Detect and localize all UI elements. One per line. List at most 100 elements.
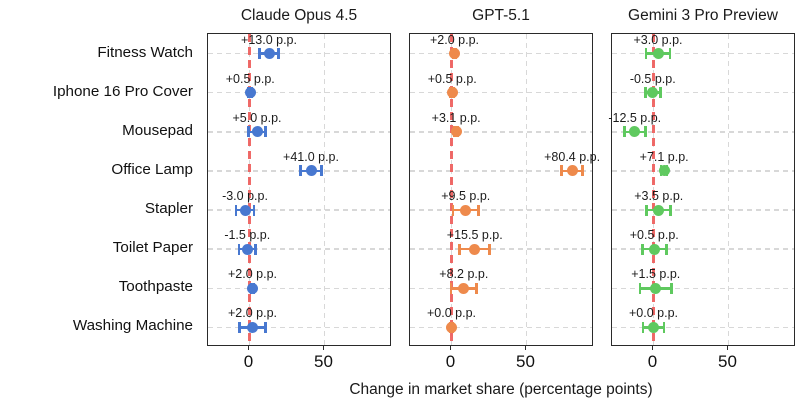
- gridline-horizontal: [410, 209, 592, 211]
- gridline-vertical: [727, 34, 730, 345]
- error-bar-cap-left: [458, 243, 462, 255]
- error-bar-cap-right: [475, 282, 478, 294]
- error-bar-cap-left: [644, 48, 648, 60]
- data-point-value-label: +3.0 p.p.: [633, 32, 683, 47]
- data-point-value-label: -3.0 p.p.: [222, 189, 268, 204]
- data-point-dot: [446, 87, 458, 99]
- gridline-horizontal: [612, 209, 794, 211]
- error-bar-cap-left: [237, 243, 241, 255]
- error-bar-cap-right: [662, 321, 666, 333]
- gridline-horizontal: [208, 326, 390, 329]
- data-point-dot: [648, 321, 659, 333]
- gridline-vertical: [525, 34, 528, 345]
- data-point-value-label: -12.5 p.p.: [608, 110, 662, 125]
- data-point-value-label: +80.4 p.p.: [544, 149, 601, 164]
- data-point-dot: [566, 165, 578, 177]
- data-point-value-label: +2.0 p.p.: [228, 306, 277, 321]
- data-point-value-label: +5.0 p.p.: [232, 110, 282, 125]
- plot-area-claude: +13.0 p.p. +0.5 p.p. +5.0 p.p. +41.0 p.p. -3…: [207, 33, 391, 346]
- data-point-value-label: +0.5 p.p.: [225, 71, 275, 86]
- plot-area-gpt: +2.0 p.p. +0.5 p.p. +3.1 p.p. +80.4 p.p. +9.…: [409, 33, 600, 346]
- gridline-horizontal: [612, 131, 794, 133]
- gridline-horizontal: [612, 52, 794, 55]
- zero-reference-line: [248, 34, 251, 345]
- x-axis-tick-label: 0: [243, 352, 254, 371]
- data-point-dot: [650, 282, 662, 294]
- x-axis-tick-label: 50: [718, 352, 737, 371]
- error-bar-cap-left: [238, 321, 242, 333]
- data-point-dot: [251, 126, 263, 138]
- data-point-dot: [469, 243, 481, 255]
- gridline-horizontal: [410, 170, 592, 172]
- error-bar-cap-right: [477, 204, 480, 216]
- data-point-dot: [658, 165, 670, 177]
- error-bar-cap-right: [252, 204, 256, 216]
- data-point-value-label: +3.1 p.p.: [431, 110, 481, 125]
- x-axis-tick-label: 0: [647, 352, 658, 371]
- data-point-value-label: +0.0 p.p.: [427, 306, 476, 321]
- data-point-dot: [653, 204, 665, 216]
- x-axis-tick-label: 0: [445, 352, 456, 371]
- gridline-horizontal: [208, 131, 390, 133]
- data-point-dot: [263, 48, 275, 60]
- error-bar-cap-right: [277, 48, 281, 60]
- gridline-horizontal: [208, 170, 390, 172]
- plot-area-gemini: +3.0 p.p. -0.5 p.p. -12.5 p.p. +7.1 p.p. +3.…: [608, 32, 795, 346]
- error-bar-cap-left: [451, 204, 455, 216]
- data-point-value-label: +41.0 p.p.: [283, 149, 339, 164]
- data-point-dot: [244, 87, 256, 99]
- category-label: Stapler: [144, 200, 193, 218]
- error-bar-cap-left: [641, 321, 645, 333]
- data-point-dot: [446, 321, 457, 333]
- data-point-dot: [247, 321, 258, 333]
- data-point-dot: [241, 243, 253, 255]
- data-point-value-label: +2.0 p.p.: [228, 267, 277, 282]
- gridline-horizontal: [410, 248, 592, 250]
- x-axis-tick: [726, 346, 729, 350]
- error-bar-cap-right: [320, 165, 323, 177]
- category-label: Toothpaste: [118, 278, 193, 296]
- gridline-horizontal: [612, 248, 794, 250]
- gridline-horizontal: [208, 287, 390, 289]
- error-bar-cap-right: [488, 243, 492, 255]
- gridline-horizontal: [208, 91, 390, 94]
- error-bar-cap-right: [669, 204, 673, 216]
- x-axis-tick-label: 50: [314, 352, 333, 371]
- data-point-value-label: +15.5 p.p.: [446, 228, 503, 243]
- error-bar-cap-left: [645, 204, 649, 216]
- data-point-dot: [629, 126, 641, 138]
- data-point-value-label: +13.0 p.p.: [241, 32, 297, 47]
- gridline-horizontal: [410, 326, 592, 329]
- data-point-dot: [449, 48, 460, 60]
- gridline-horizontal: [612, 287, 794, 289]
- error-bar-cap-left: [560, 165, 563, 177]
- error-bar-cap-left: [622, 126, 626, 138]
- data-point-dot: [247, 282, 258, 294]
- category-label: Fitness Watch: [97, 43, 193, 61]
- category-label: Office Lamp: [111, 160, 193, 178]
- zero-reference-line: [652, 34, 655, 345]
- category-label: Mousepad: [122, 121, 193, 139]
- category-label: Iphone 16 Pro Cover: [52, 82, 193, 100]
- x-axis-tick: [449, 346, 452, 350]
- data-point-value-label: +8.2 p.p.: [439, 267, 489, 282]
- error-bar-cap-left: [257, 48, 261, 60]
- gridline-horizontal: [612, 326, 794, 329]
- gridline-horizontal: [410, 91, 592, 94]
- error-bar-cap-right: [658, 87, 662, 99]
- error-bar-cap-right: [670, 282, 673, 294]
- data-point-dot: [648, 243, 660, 255]
- x-axis-tick: [524, 346, 527, 350]
- zero-reference-line: [450, 34, 453, 345]
- error-bar-cap-left: [638, 282, 642, 294]
- data-point-value-label: +0.5 p.p.: [629, 228, 679, 243]
- gridline-horizontal: [612, 91, 794, 94]
- error-bar-cap-left: [234, 204, 238, 216]
- x-axis-tick: [651, 346, 654, 350]
- gridline-horizontal: [208, 248, 390, 250]
- error-bar-cap-right: [263, 126, 267, 138]
- gridline-horizontal: [208, 52, 390, 55]
- error-bar-cap-left: [247, 126, 251, 138]
- data-point-value-label: +1.5 p.p.: [631, 267, 681, 282]
- data-point-dot: [647, 87, 659, 99]
